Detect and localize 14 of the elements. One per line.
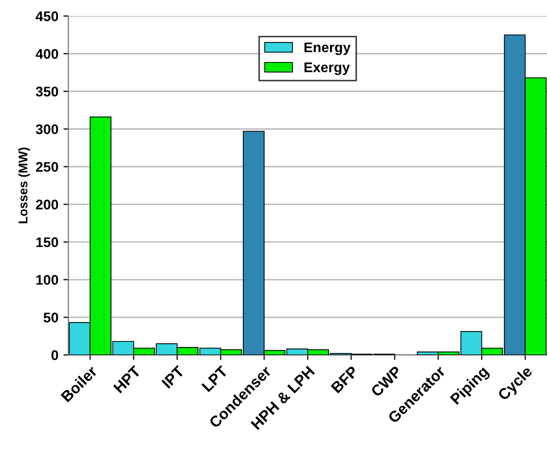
y-tick-label: 100: [36, 274, 58, 285]
y-tick-label: 50: [44, 312, 58, 322]
y-tick-label: 400: [36, 49, 58, 59]
legend-label: Energy: [304, 42, 351, 56]
y-tick-label: 250: [36, 162, 58, 172]
y-tick-label: 300: [36, 124, 58, 134]
y-axis-title: Losses (MW): [18, 148, 30, 224]
y-tick-label: 350: [36, 86, 58, 97]
y-tick-label: 150: [36, 237, 58, 248]
y-tick-label: 450: [36, 11, 58, 22]
y-tick-label: 200: [36, 200, 58, 210]
legend-label: Exergy: [304, 62, 350, 76]
x-tick-label: IPT: [161, 365, 185, 389]
y-tick-label: 0: [51, 350, 58, 360]
